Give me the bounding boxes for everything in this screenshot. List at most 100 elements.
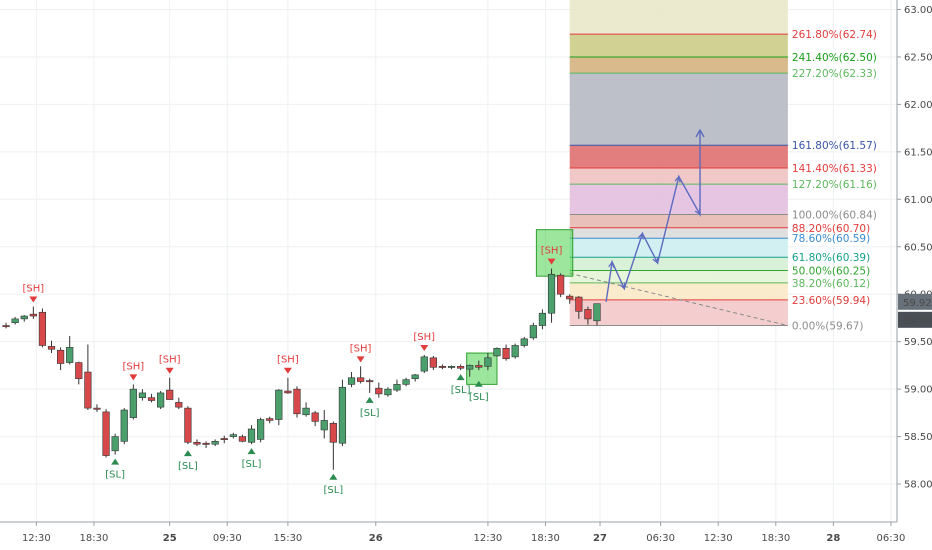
projection-line xyxy=(605,130,701,302)
axis-tags: 59.92 09:40 xyxy=(898,293,932,328)
candle-body xyxy=(493,348,501,357)
candle-body xyxy=(66,347,74,363)
x-tick-label: 25 xyxy=(163,533,177,544)
fib-level-label: 50.00%(60.25) xyxy=(792,265,870,277)
candle-body xyxy=(120,409,128,442)
candle-body xyxy=(138,392,147,398)
candle-body xyxy=(429,357,437,368)
projection-path[interactable] xyxy=(605,128,705,302)
x-tick-label: 18:30 xyxy=(531,533,560,544)
fib-band xyxy=(569,0,788,35)
candle-body xyxy=(420,356,428,372)
swing-high-marker xyxy=(356,356,365,363)
candle-body xyxy=(311,412,319,422)
swing-high-marker xyxy=(29,296,38,303)
swing-high-marker xyxy=(547,258,556,265)
candle-body xyxy=(411,374,419,379)
fib-level-label: 261.80%(62.74) xyxy=(792,29,877,41)
projection-arrowhead xyxy=(695,128,705,138)
y-tick-label: 61.50 xyxy=(904,147,932,158)
fib-band xyxy=(569,282,788,300)
candle-body xyxy=(257,419,265,440)
fib-level-label: 161.80%(61.57) xyxy=(792,140,877,152)
highlight-box xyxy=(535,229,574,277)
swing-low-label: [SL] xyxy=(469,392,489,403)
x-axis[interactable]: 12:30 18:30 25 09:30 15:30 26 12:30 18:30 27 06:3… xyxy=(22,522,905,544)
swing-low-marker xyxy=(247,448,256,455)
candle-body xyxy=(211,441,219,445)
candle-body xyxy=(247,428,256,443)
price-tag-box xyxy=(898,293,932,310)
candle-body xyxy=(220,438,228,440)
candle-body xyxy=(529,325,537,339)
candle-body xyxy=(29,313,37,317)
swing-high-label: [SH] xyxy=(350,343,372,354)
candle-body xyxy=(293,388,301,415)
candle-body xyxy=(593,303,601,322)
swing-high-marker xyxy=(165,367,174,374)
swing-low-label: [SL] xyxy=(242,459,262,470)
fibonacci-tool[interactable]: 0.00%(59.67) 23.60%(59.94) 38.20%(60.12)50… xyxy=(569,0,877,333)
swing-high-marker xyxy=(129,374,138,381)
swing-low-label: [SL] xyxy=(105,470,125,481)
candle-body xyxy=(457,366,465,369)
x-tick-label: 18:30 xyxy=(761,533,790,544)
candle-body xyxy=(511,345,519,358)
fib-level-label: 61.80%(60.39) xyxy=(792,252,870,264)
x-tick-label: 26 xyxy=(369,533,383,544)
x-tick-label: 12:30 xyxy=(704,533,733,544)
fib-band xyxy=(569,299,788,326)
candle-body xyxy=(384,388,392,396)
candle-body xyxy=(229,434,237,437)
fib-band xyxy=(569,227,788,239)
candle-body xyxy=(557,274,565,295)
swing-low-marker xyxy=(329,473,338,480)
swing-low-label: [SL] xyxy=(360,408,380,419)
candle-body xyxy=(475,365,483,368)
candle-body xyxy=(202,442,210,445)
candle-body xyxy=(175,402,183,408)
x-tick-label: 18:30 xyxy=(80,533,109,544)
candle-body xyxy=(38,311,47,346)
candle-body xyxy=(129,388,137,418)
fib-level-label: 141.40%(61.33) xyxy=(792,163,877,175)
time-tag-label: 09:40 xyxy=(903,316,932,327)
candle-body xyxy=(538,312,547,326)
swing-high-label: [SH] xyxy=(413,332,435,343)
swing-high-label: [SH] xyxy=(22,284,44,295)
candle-body xyxy=(284,390,292,394)
fib-level-label: 227.20%(62.33) xyxy=(792,68,877,80)
x-tick-label: 27 xyxy=(593,533,607,544)
fib-band xyxy=(569,270,788,283)
y-tick-label: 62.00 xyxy=(904,100,932,111)
swing-low-marker xyxy=(183,450,192,457)
candle-body xyxy=(393,384,401,391)
candle-body xyxy=(338,386,347,444)
candle-body xyxy=(566,295,574,300)
fib-band xyxy=(569,238,788,258)
fib-level-label: 23.60%(59.94) xyxy=(792,295,870,307)
highlight-boxes[interactable] xyxy=(466,229,574,385)
candle-body xyxy=(11,318,19,323)
x-tick-label: 15:30 xyxy=(273,533,302,544)
fib-band xyxy=(569,73,788,146)
fib-level-label: 241.40%(62.50) xyxy=(792,52,877,64)
y-tick-label: 61.00 xyxy=(904,195,932,206)
candle-body xyxy=(193,441,201,445)
fib-level-label: 88.20%(60.70) xyxy=(792,223,870,235)
candle-body xyxy=(438,366,447,368)
y-tick-label: 58.50 xyxy=(904,432,932,443)
candle-body xyxy=(302,407,310,416)
swing-low-label: [SL] xyxy=(323,485,343,496)
fib-band xyxy=(569,145,788,168)
fib-band xyxy=(569,214,788,228)
swing-high-label: [SH] xyxy=(123,361,145,372)
swing-low-marker xyxy=(111,458,120,465)
candle-body xyxy=(111,436,119,452)
swing-high-label: [SH] xyxy=(159,355,181,366)
candle-body xyxy=(47,346,56,350)
candle-body xyxy=(2,325,10,328)
candle-body xyxy=(20,315,28,320)
candle-body xyxy=(357,377,365,382)
